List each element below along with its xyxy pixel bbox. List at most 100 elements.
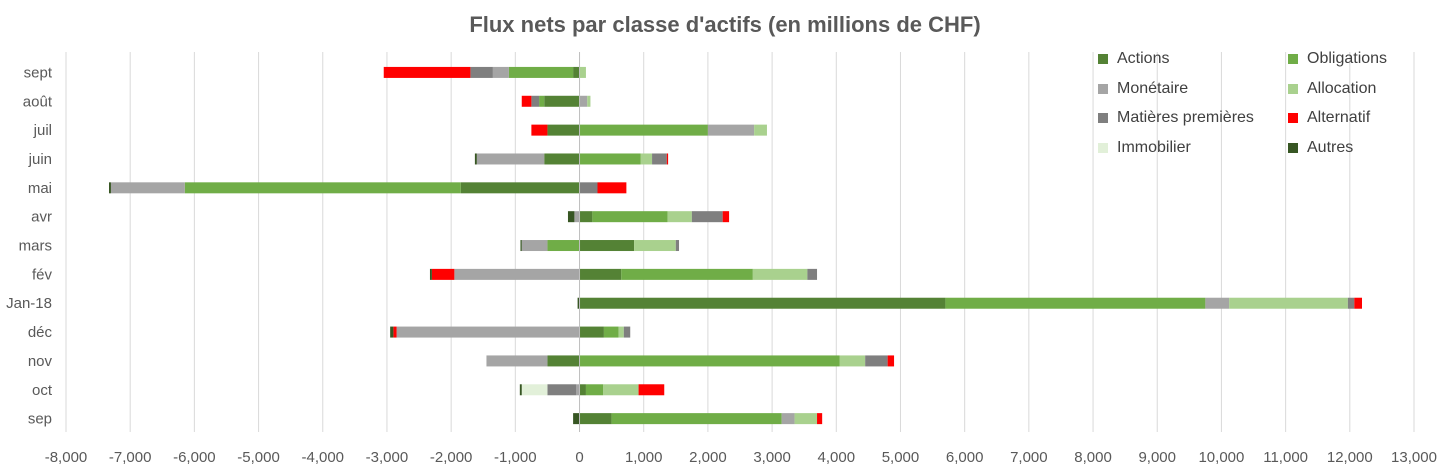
x-tick-label: 5,000 — [882, 449, 920, 466]
bar-segment-mati-res-premi-res — [531, 95, 540, 107]
bar-segment-allocation — [839, 355, 866, 367]
bar-segment-mon-taire — [574, 211, 580, 223]
bar-segment-obligations — [184, 182, 461, 194]
bar-segment-alternatif — [666, 153, 669, 165]
bar-segment-actions — [573, 66, 580, 78]
bar-segment-alternatif — [1354, 297, 1363, 309]
x-tick-label: 11,000 — [1263, 449, 1308, 466]
x-tick-label: 3,000 — [753, 449, 791, 466]
category-label: juin — [28, 151, 52, 168]
bar-segment-alternatif — [431, 268, 455, 280]
bar-segment-mon-taire — [1205, 297, 1230, 309]
bar-segment-mon-taire — [486, 355, 548, 367]
bar-segment-mon-taire — [454, 268, 580, 280]
x-tick-label: 12,000 — [1327, 449, 1373, 466]
bar-segment-mon-taire — [396, 326, 580, 338]
x-tick-label: -2,000 — [430, 449, 473, 466]
bar-segment-mati-res-premi-res — [579, 182, 598, 194]
bar-segment-mati-res-premi-res — [652, 153, 667, 165]
bar-segment-allocation — [667, 211, 692, 223]
category-label: mars — [19, 238, 52, 255]
x-tick-label: 13,000 — [1391, 449, 1437, 466]
bar-segment-allocation — [579, 66, 586, 78]
legend-item: Alternatif — [1288, 107, 1370, 129]
x-tick-label: -7,000 — [109, 449, 152, 466]
x-tick-label: -1,000 — [494, 449, 537, 466]
bar-segment-actions — [547, 124, 580, 136]
bar-segment-actions — [579, 240, 635, 252]
bar-segment-obligations — [585, 384, 604, 396]
bar-segment-alternatif — [887, 355, 895, 367]
legend-swatch — [1288, 142, 1298, 153]
bar-segment-mati-res-premi-res — [691, 211, 723, 223]
x-tick-label: -6,000 — [173, 449, 216, 466]
x-tick-label: 6,000 — [946, 449, 984, 466]
x-tick-label: 2,000 — [689, 449, 727, 466]
bar-segment-alternatif — [638, 384, 665, 396]
bar-segment-autres — [109, 182, 111, 194]
bar-segment-immobilier — [521, 384, 548, 396]
bar-segment-allocation — [640, 153, 653, 165]
legend-label: Alternatif — [1307, 109, 1371, 126]
category-label: nov — [28, 353, 53, 370]
bar-segment-mon-taire — [781, 413, 795, 425]
legend-label: Matières premières — [1117, 109, 1254, 126]
category-label: oct — [32, 382, 53, 399]
bar-segment-obligations — [579, 124, 708, 136]
bar-segment-obligations — [579, 355, 840, 367]
bar-segment-obligations — [592, 211, 668, 223]
bar-segment-actions — [544, 95, 580, 107]
x-tick-label: 10,000 — [1198, 449, 1244, 466]
x-tick-label: 0 — [575, 449, 583, 466]
legend-label: Actions — [1117, 50, 1170, 67]
x-tick-label: 1,000 — [625, 449, 663, 466]
category-label: août — [23, 93, 53, 110]
legend-swatch — [1098, 113, 1108, 123]
bar-segment-obligations — [945, 297, 1206, 309]
bar-segment-obligations — [547, 240, 580, 252]
bar-segment-alternatif — [383, 66, 471, 78]
bar-segment-actions — [579, 268, 622, 280]
bar-segment-mati-res-premi-res — [1347, 297, 1355, 309]
bar-segment-obligations — [579, 153, 641, 165]
bar-segment-actions — [579, 211, 593, 223]
bar-segment-alternatif — [521, 95, 532, 107]
bar-segment-allocation — [587, 95, 591, 107]
bar-segment-autres — [573, 413, 580, 425]
bar-segment-allocation — [794, 413, 818, 425]
category-label: avr — [31, 209, 52, 226]
bar-segment-mati-res-premi-res — [623, 326, 631, 338]
legend-item: Monétaire — [1098, 78, 1188, 100]
legend-item: Actions — [1098, 48, 1169, 70]
legend-item: Allocation — [1288, 78, 1376, 100]
x-tick-label: 7,000 — [1010, 449, 1048, 466]
bar-segment-actions — [579, 326, 604, 338]
legend-swatch — [1098, 83, 1108, 94]
legend-swatch — [1288, 113, 1298, 123]
bar-segment-autres — [519, 384, 522, 396]
category-label: sept — [24, 64, 53, 81]
bar-segment-obligations — [539, 95, 545, 107]
bar-segment-actions — [544, 153, 580, 165]
x-tick-label: 4,000 — [818, 449, 856, 466]
bar-segment-mati-res-premi-res — [675, 240, 680, 252]
bar-segment-actions — [579, 413, 612, 425]
bar-segment-autres — [567, 211, 575, 223]
bar-segment-mati-res-premi-res — [470, 66, 493, 78]
category-label: Jan-18 — [6, 295, 52, 312]
category-label: sep — [28, 411, 52, 428]
bar-segment-actions — [579, 297, 946, 309]
legend-item: Immobilier — [1098, 137, 1191, 159]
chart-title: Flux nets par classe d'actifs (en millio… — [469, 12, 981, 37]
bar-segment-allocation — [618, 326, 624, 338]
bar-segment-alternatif — [817, 413, 823, 425]
bar-segment-autres — [520, 240, 522, 252]
legend-swatch — [1288, 83, 1298, 94]
category-label: déc — [28, 324, 53, 341]
x-tick-label: 8,000 — [1074, 449, 1112, 466]
legend-label: Allocation — [1307, 79, 1377, 97]
legend-item: Autres — [1288, 137, 1353, 159]
legend-swatch — [1288, 54, 1298, 64]
legend-label: Autres — [1307, 138, 1354, 156]
